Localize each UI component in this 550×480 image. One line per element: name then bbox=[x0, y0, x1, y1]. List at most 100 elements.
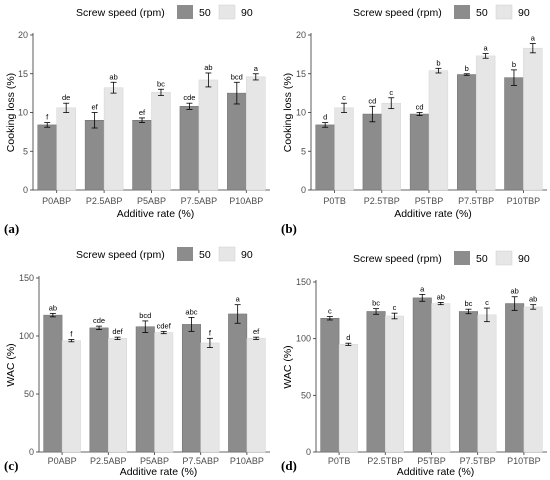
significance-letter: cd bbox=[416, 103, 424, 112]
bar-50-P0ABP bbox=[43, 314, 63, 453]
y-tick-label: 0 bbox=[29, 447, 34, 457]
legend-label-50: 50 bbox=[199, 249, 211, 261]
bar-50-P5TBP bbox=[412, 297, 432, 453]
y-tick-label: 50 bbox=[24, 389, 34, 399]
significance-letter: cde bbox=[93, 316, 105, 325]
significance-letter: cde bbox=[183, 93, 195, 102]
bar-50-P10ABP bbox=[228, 313, 248, 453]
x-tick-label: P0TB bbox=[328, 456, 351, 466]
chart-panel-c: Screw speed (rpm) 50 90 0 50 100 150 WAC (%) Add… bbox=[4, 246, 270, 478]
y-tick-label: 100 bbox=[19, 331, 34, 341]
significance-letter: abc bbox=[185, 307, 197, 316]
significance-letter: d bbox=[346, 333, 350, 342]
x-axis-title: Additive rate (%) bbox=[117, 208, 195, 220]
bar-50-P7.5ABP bbox=[179, 106, 200, 191]
significance-letter: ef bbox=[253, 327, 260, 336]
legend-swatch-50 bbox=[454, 251, 470, 265]
significance-letter: cd bbox=[368, 96, 376, 105]
bar-50-P5ABP bbox=[132, 120, 152, 191]
bar-50-P0TB bbox=[320, 318, 340, 453]
significance-letter: ab bbox=[109, 72, 117, 81]
bar-90-P5TBP bbox=[431, 303, 451, 453]
bar-90-P10TBP bbox=[523, 47, 543, 191]
y-tick-label: 0 bbox=[306, 447, 311, 457]
y-axis-title: Cooking loss (%) bbox=[282, 73, 294, 152]
y-tick-label: 150 bbox=[296, 277, 311, 287]
bar-50-P10ABP bbox=[227, 92, 247, 191]
significance-letter: bc bbox=[372, 299, 380, 308]
chart-panel-b: Screw speed (rpm) 50 90 0 5 10 15 20 Cooking los… bbox=[281, 4, 547, 236]
bar-90-P5ABP bbox=[151, 92, 171, 191]
significance-letter: ef bbox=[139, 108, 146, 117]
x-tick-label: P10TBP bbox=[507, 456, 541, 466]
significance-letter: a bbox=[484, 44, 489, 53]
legend-label-50: 50 bbox=[476, 7, 488, 19]
significance-letter: f bbox=[70, 329, 73, 338]
bar-90-P0ABP bbox=[56, 107, 76, 191]
bar-90-P2.5TBP bbox=[385, 315, 405, 453]
chart-panel-a: Screw speed (rpm) 50 90 0 5 10 15 20 Cooking los… bbox=[4, 4, 270, 236]
x-tick-label: P5ABP bbox=[140, 456, 169, 466]
legend-swatch-90 bbox=[495, 4, 513, 20]
x-tick-label: P7.5TBP bbox=[458, 196, 494, 206]
x-tick-label: P5TBP bbox=[417, 456, 446, 466]
x-tick-label: P5TBP bbox=[415, 196, 444, 206]
significance-letter: b bbox=[512, 60, 516, 69]
y-tick-label: 50 bbox=[301, 390, 311, 400]
x-tick-label: P5ABP bbox=[137, 196, 166, 206]
y-tick-label: 5 bbox=[23, 146, 28, 156]
legend-label-90: 90 bbox=[241, 7, 253, 19]
y-tick-label: 20 bbox=[296, 30, 306, 40]
significance-letter: c bbox=[485, 298, 489, 307]
y-tick-label: 15 bbox=[18, 69, 28, 79]
bar-90-P0TB bbox=[338, 344, 358, 453]
significance-letter: c bbox=[342, 93, 346, 102]
significance-letter: c bbox=[328, 307, 332, 316]
significance-letter: ab bbox=[529, 295, 537, 304]
bar-90-P7.5ABP bbox=[200, 342, 220, 453]
significance-letter: c bbox=[393, 303, 397, 312]
x-tick-label: P7.5ABP bbox=[181, 196, 218, 206]
x-tick-label: P2.5TBP bbox=[367, 456, 403, 466]
bar-50-P7.5TBP bbox=[457, 74, 477, 191]
bar-50-P0ABP bbox=[37, 124, 57, 191]
y-tick-label: 10 bbox=[296, 108, 306, 118]
legend-swatch-90 bbox=[218, 246, 236, 262]
legend-title: Screw speed (rpm) bbox=[353, 253, 442, 265]
legend-title: Screw speed (rpm) bbox=[76, 249, 165, 261]
y-tick-label: 15 bbox=[296, 69, 306, 79]
y-tick-label: 10 bbox=[18, 108, 28, 118]
x-axis-title: Additive rate (%) bbox=[394, 208, 472, 220]
legend-swatch-90 bbox=[218, 4, 236, 20]
bar-90-P7.5TBP bbox=[475, 55, 496, 191]
x-tick-label: P10ABP bbox=[229, 196, 263, 206]
x-tick-label: P7.5ABP bbox=[182, 456, 219, 466]
bar-90-P7.5ABP bbox=[198, 79, 219, 191]
significance-letter: a bbox=[254, 64, 259, 73]
bar-50-P7.5ABP bbox=[181, 324, 201, 453]
bar-90-P10ABP bbox=[246, 338, 266, 453]
significance-letter: f bbox=[209, 328, 212, 337]
panel-label: (c) bbox=[4, 458, 18, 473]
significance-letter: bcd bbox=[231, 72, 243, 81]
panel-label: (d) bbox=[281, 458, 297, 473]
significance-letter: ab bbox=[204, 63, 212, 72]
x-axis-title: Additive rate (%) bbox=[120, 466, 198, 478]
significance-letter: f bbox=[46, 113, 49, 122]
legend-label-50: 50 bbox=[476, 253, 488, 265]
x-tick-label: P0ABP bbox=[42, 196, 71, 206]
panel-label: (b) bbox=[281, 221, 297, 236]
significance-letter: de bbox=[62, 93, 70, 102]
legend-label-90: 90 bbox=[518, 253, 530, 265]
chart-panel-d: Screw speed (rpm) 50 90 0 50 100 150 WAC (%) Add… bbox=[281, 250, 547, 478]
legend-title: Screw speed (rpm) bbox=[353, 7, 442, 19]
bar-90-P7.5TBP bbox=[477, 314, 497, 453]
x-tick-label: P2.5ABP bbox=[90, 456, 127, 466]
bar-50-P0TB bbox=[315, 124, 335, 191]
x-tick-label: P2.5TBP bbox=[364, 196, 400, 206]
x-tick-label: P10ABP bbox=[230, 456, 264, 466]
significance-letter: a bbox=[531, 34, 536, 43]
significance-letter: ab bbox=[437, 292, 445, 301]
legend-swatch-50 bbox=[454, 5, 470, 19]
